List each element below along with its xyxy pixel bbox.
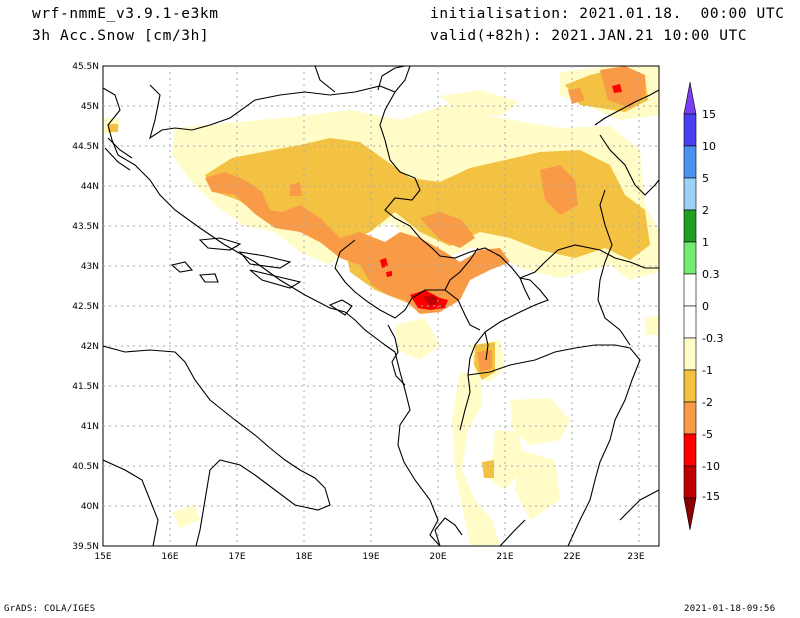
model-title: wrf-nmmE_v3.9.1-e3km bbox=[32, 6, 219, 22]
lon-tick-label: 16E bbox=[161, 552, 178, 562]
lon-tick-label: 17E bbox=[228, 552, 245, 562]
colorbar-label: 5 bbox=[702, 172, 709, 185]
lon-tick-label: 15E bbox=[94, 552, 111, 562]
lon-tick-label: 22E bbox=[563, 552, 580, 562]
colorbar-label: -15 bbox=[702, 490, 720, 503]
colorbar bbox=[683, 81, 697, 531]
colorbar-bin bbox=[683, 465, 697, 499]
lat-tick-label: 41.5N bbox=[72, 382, 99, 392]
lat-tick-label: 42.5N bbox=[72, 302, 99, 312]
colorbar-bin bbox=[683, 401, 697, 435]
lat-tick-label: 44.5N bbox=[72, 142, 99, 152]
colorbar-label: 2 bbox=[702, 204, 709, 217]
coastlines-borders bbox=[103, 66, 659, 546]
colorbar-bottom-triangle bbox=[683, 497, 697, 531]
lon-tick-label: 18E bbox=[295, 552, 312, 562]
init-time: initialisation: 2021.01.18. 00:00 UTC bbox=[430, 6, 785, 22]
lat-tick-label: 40.5N bbox=[72, 462, 99, 472]
footer-credit: GrADS: COLA/IGES bbox=[4, 604, 96, 614]
lat-tick-label: 43.5N bbox=[72, 222, 99, 232]
lat-tick-label: 43N bbox=[81, 262, 99, 272]
lat-tick-label: 41N bbox=[81, 422, 99, 432]
colorbar-top-triangle bbox=[683, 81, 697, 115]
lat-tick-label: 45.5N bbox=[72, 62, 99, 72]
colorbar-label: 10 bbox=[702, 140, 716, 153]
gridlines bbox=[103, 66, 659, 546]
colorbar-label: -0.3 bbox=[702, 332, 723, 345]
colorbar-bin bbox=[683, 177, 697, 211]
colorbar-bin bbox=[683, 209, 697, 243]
lon-tick-label: 19E bbox=[362, 552, 379, 562]
colorbar-label: -10 bbox=[702, 460, 720, 473]
colorbar-bin bbox=[683, 145, 697, 179]
colorbar-label: 1 bbox=[702, 236, 709, 249]
colorbar-bin bbox=[683, 337, 697, 371]
lon-tick-label: 20E bbox=[429, 552, 446, 562]
lat-tick-label: 40N bbox=[81, 502, 99, 512]
footer-timestamp: 2021-01-18-09:56 bbox=[684, 604, 776, 614]
colorbar-bin bbox=[683, 113, 697, 147]
colorbar-bin bbox=[683, 433, 697, 467]
colorbar-labels: 15 10 5 2 1 0.3 0 -0.3 -1 -2 -5 -10 -15 bbox=[702, 108, 723, 503]
lat-tick-label: 39.5N bbox=[72, 542, 99, 552]
snow-field bbox=[103, 66, 659, 545]
lat-tick-labels: 45.5N 45N 44.5N 44N 43.5N 43N 42.5N 42N … bbox=[72, 62, 99, 552]
colorbar-label: 0 bbox=[702, 300, 709, 313]
field-title: 3h Acc.Snow [cm/3h] bbox=[32, 28, 210, 44]
lat-tick-label: 44N bbox=[81, 182, 99, 192]
colorbar-label: -1 bbox=[702, 364, 713, 377]
colorbar-bin bbox=[683, 273, 697, 307]
lon-tick-label: 21E bbox=[496, 552, 513, 562]
colorbar-label: 15 bbox=[702, 108, 716, 121]
lon-tick-label: 23E bbox=[627, 552, 644, 562]
lat-tick-label: 42N bbox=[81, 342, 99, 352]
lon-tick-labels: 15E 16E 17E 18E 19E 20E 21E 22E 23E bbox=[94, 552, 644, 562]
colorbar-label: -5 bbox=[702, 428, 713, 441]
colorbar-bin bbox=[683, 241, 697, 275]
colorbar-bin bbox=[683, 305, 697, 339]
lat-tick-label: 45N bbox=[81, 102, 99, 112]
colorbar-label: -2 bbox=[702, 396, 713, 409]
colorbar-label: 0.3 bbox=[702, 268, 720, 281]
valid-time: valid(+82h): 2021.JAN.21 10:00 UTC bbox=[430, 28, 748, 44]
colorbar-bin bbox=[683, 369, 697, 403]
